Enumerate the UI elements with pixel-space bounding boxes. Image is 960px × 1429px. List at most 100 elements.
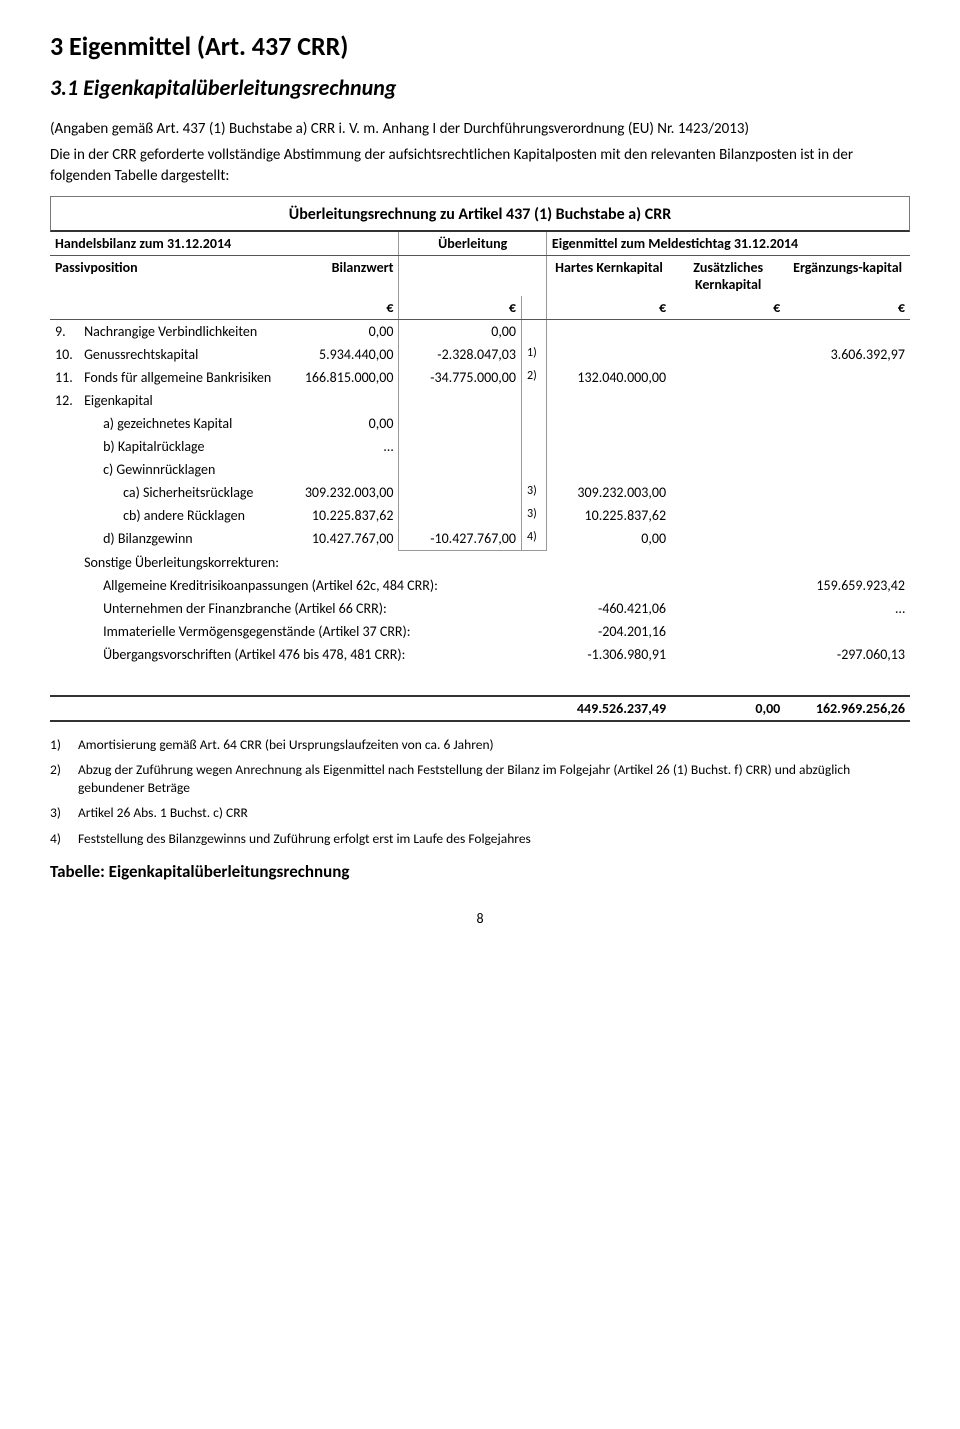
table-row: cb) andere Rücklagen 10.225.837,62 3) 10… xyxy=(50,504,910,527)
table-row: Übergangsvorschriften (Artikel 476 bis 4… xyxy=(50,643,910,666)
cell-erg xyxy=(785,620,910,643)
row-label: Genussrechtskapital xyxy=(79,343,276,366)
table-row: 11. Fonds für allgemeine Bankrisiken 166… xyxy=(50,366,910,389)
cell-bilanz: 0,00 xyxy=(276,319,399,343)
table-row: b) Kapitalrücklage … xyxy=(50,435,910,458)
table-caption: Tabelle: Eigenkapitalüberleitungsrechnun… xyxy=(50,861,910,882)
row-label: Übergangsvorschriften (Artikel 476 bis 4… xyxy=(79,643,546,666)
cell-bilanz: 0,00 xyxy=(276,412,399,435)
cell-bilanz: 166.815.000,00 xyxy=(276,366,399,389)
cell-erg xyxy=(785,319,910,343)
reconciliation-table: Handelsbilanz zum 31.12.2014 Überleitung… xyxy=(50,232,910,722)
row-label: d) Bilanzgewinn xyxy=(79,527,276,551)
row-num: 10. xyxy=(50,343,79,366)
row-num: 12. xyxy=(50,389,79,412)
hdr-ergaenzung: Ergänzungs-kapital xyxy=(785,255,910,296)
footnote: 3) Artikel 26 Abs. 1 Buchst. c) CRR xyxy=(50,804,910,822)
cell-hart: 309.232.003,00 xyxy=(546,481,671,504)
table-row: 10. Genussrechtskapital 5.934.440,00 -2.… xyxy=(50,343,910,366)
cell-hart: -204.201,16 xyxy=(546,620,671,643)
table-row: Unternehmen der Finanzbranche (Artikel 6… xyxy=(50,597,910,620)
hdr-bilanzwert: Bilanzwert xyxy=(276,255,399,296)
cell-hart: 132.040.000,00 xyxy=(546,366,671,389)
table-row: 12. Eigenkapital xyxy=(50,389,910,412)
cell-bilanz: 10.427.767,00 xyxy=(276,527,399,551)
intro-para-2: Die in der CRR geforderte vollständige A… xyxy=(50,145,910,186)
footnote-num: 2) xyxy=(50,761,78,796)
euro-hart: € xyxy=(546,296,671,320)
row-num: 11. xyxy=(50,366,79,389)
row-label: c) Gewinnrücklagen xyxy=(79,458,276,481)
table-row: d) Bilanzgewinn 10.427.767,00 -10.427.76… xyxy=(50,527,910,551)
cell-ref: 2) xyxy=(522,366,547,389)
cell-uber: -34.775.000,00 xyxy=(399,366,522,389)
footnote-num: 3) xyxy=(50,804,78,822)
row-label: Immaterielle Vermögensgegenstände (Artik… xyxy=(79,620,546,643)
section-heading: 3 Eigenmittel (Art. 437 CRR) xyxy=(50,30,910,62)
table-row: Immaterielle Vermögensgegenstände (Artik… xyxy=(50,620,910,643)
totals-row: 449.526.237,49 0,00 162.969.256,26 xyxy=(50,696,910,721)
cell-uber: 0,00 xyxy=(399,319,522,343)
cell-ref: 3) xyxy=(522,481,547,504)
cell-uber: -2.328.047,03 xyxy=(399,343,522,366)
table-row: ca) Sicherheitsrücklage 309.232.003,00 3… xyxy=(50,481,910,504)
row-label: Nachrangige Verbindlichkeiten xyxy=(79,319,276,343)
row-label: Unternehmen der Finanzbranche (Artikel 6… xyxy=(79,597,546,620)
cell-erg: 159.659.923,42 xyxy=(785,574,910,597)
hdr-passivposition: Passivposition xyxy=(50,255,276,296)
footnote-num: 4) xyxy=(50,830,78,848)
hdr-zusaetzliches: Zusätzliches Kernkapital xyxy=(671,255,785,296)
row-label: b) Kapitalrücklage xyxy=(79,435,276,458)
euro-zus: € xyxy=(671,296,785,320)
cell-hart xyxy=(546,343,671,366)
page-number: 8 xyxy=(50,910,910,927)
euro-erg: € xyxy=(785,296,910,320)
hdr-handelsbilanz: Handelsbilanz zum 31.12.2014 xyxy=(50,232,399,256)
table-title: Überleitungsrechnung zu Artikel 437 (1) … xyxy=(50,196,910,232)
euro-uber: € xyxy=(399,296,522,320)
cell-erg: … xyxy=(785,597,910,620)
cell-bilanz: 309.232.003,00 xyxy=(276,481,399,504)
footnote: 2) Abzug der Zuführung wegen Anrechnung … xyxy=(50,761,910,796)
footnotes: 1) Amortisierung gemäß Art. 64 CRR (bei … xyxy=(50,736,910,848)
row-label: Allgemeine Kreditrisikoanpassungen (Arti… xyxy=(79,574,546,597)
cell-hart: 0,00 xyxy=(546,527,671,551)
footnote-text: Feststellung des Bilanzgewinns und Zufüh… xyxy=(78,830,531,848)
row-label: Fonds für allgemeine Bankrisiken xyxy=(79,366,276,389)
cell-uber: -10.427.767,00 xyxy=(399,527,522,551)
cell-hart: -460.421,06 xyxy=(546,597,671,620)
cell-hart: -1.306.980,91 xyxy=(546,643,671,666)
table-row: c) Gewinnrücklagen xyxy=(50,458,910,481)
hdr-ueberleitung: Überleitung xyxy=(399,232,546,256)
table-row: 9. Nachrangige Verbindlichkeiten 0,00 0,… xyxy=(50,319,910,343)
intro-para-1: (Angaben gemäß Art. 437 (1) Buchstabe a)… xyxy=(50,119,910,139)
hdr-eigenmittel: Eigenmittel zum Meldestichtag 31.12.2014 xyxy=(546,232,910,256)
cell-erg xyxy=(785,366,910,389)
cell-ref: 1) xyxy=(522,343,547,366)
cell-zus xyxy=(671,343,785,366)
table-row: Allgemeine Kreditrisikoanpassungen (Arti… xyxy=(50,574,910,597)
footnote-text: Abzug der Zuführung wegen Anrechnung als… xyxy=(78,761,910,796)
total-erg: 162.969.256,26 xyxy=(785,696,910,721)
cell-hart: 10.225.837,62 xyxy=(546,504,671,527)
cell-hart xyxy=(546,319,671,343)
euro-bilanz: € xyxy=(276,296,399,320)
cell-zus xyxy=(671,366,785,389)
cell-erg: 3.606.392,97 xyxy=(785,343,910,366)
row-label: Eigenkapital xyxy=(79,389,276,412)
cell-bilanz: 10.225.837,62 xyxy=(276,504,399,527)
subsection-heading: 3.1 Eigenkapitalüberleitungsrechnung xyxy=(50,74,910,101)
footnote: 1) Amortisierung gemäß Art. 64 CRR (bei … xyxy=(50,736,910,754)
row-label: cb) andere Rücklagen xyxy=(79,504,276,527)
adj-title: Sonstige Überleitungskorrekturen: xyxy=(79,550,546,574)
row-label: ca) Sicherheitsrücklage xyxy=(79,481,276,504)
cell-bilanz: … xyxy=(276,435,399,458)
table-row: a) gezeichnetes Kapital 0,00 xyxy=(50,412,910,435)
cell-hart xyxy=(546,574,671,597)
total-hart: 449.526.237,49 xyxy=(546,696,671,721)
row-num: 9. xyxy=(50,319,79,343)
footnote: 4) Feststellung des Bilanzgewinns und Zu… xyxy=(50,830,910,848)
cell-ref: 4) xyxy=(522,527,547,551)
total-zus: 0,00 xyxy=(671,696,785,721)
footnote-text: Artikel 26 Abs. 1 Buchst. c) CRR xyxy=(78,804,248,822)
